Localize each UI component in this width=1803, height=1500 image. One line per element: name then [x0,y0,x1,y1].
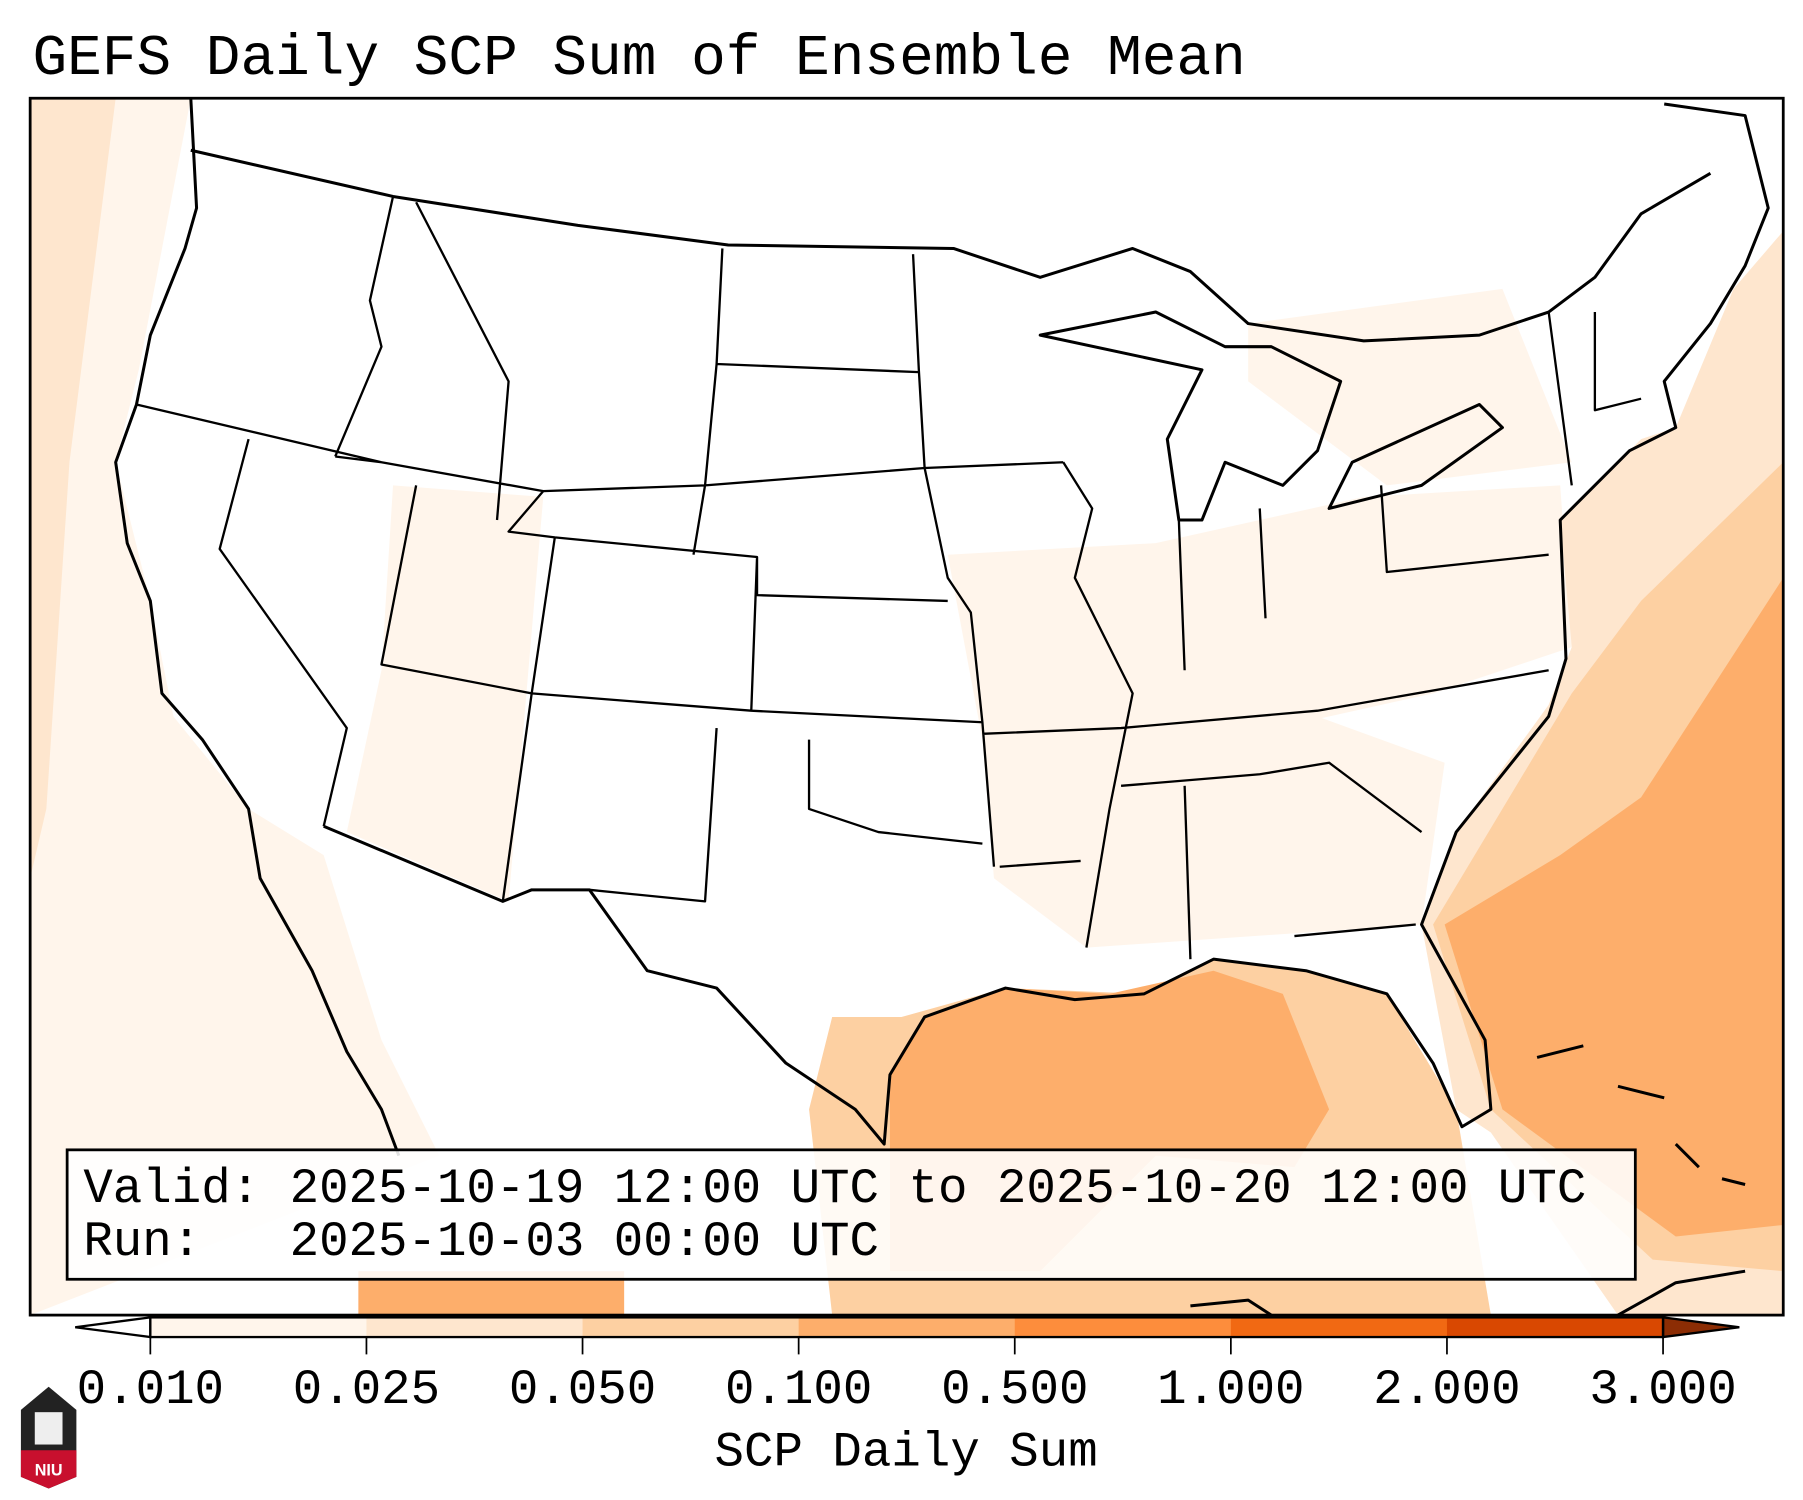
state-borders [136,196,1642,960]
map-panel [30,98,1784,1316]
niu-logo: NIU [20,1386,77,1489]
info-box: Valid: 2025-10-19 12:00 UTC to 2025-10-2… [65,1148,1637,1281]
figure-title: GEFS Daily SCP Sum of Ensemble Mean [32,27,1245,92]
colorbar-bin [798,1317,1016,1338]
colorbar-bin [366,1317,584,1338]
great-lakes [1038,310,1504,522]
colorbar-bin [1446,1317,1664,1338]
run-time-text: Run: 2025-10-03 00:00 UTC [83,1214,879,1270]
colorbar: 0.010 0.025 0.050 0.100 0.500 1.000 2.000 3.000… [75,1316,1740,1480]
southeast-shading [982,716,1445,948]
colorbar-tick-label: 2.000 [1373,1362,1520,1418]
pacific-shading-2 [30,98,116,879]
us-coastline [114,98,1770,1157]
colorbar-over-triangle [1661,1316,1740,1339]
colorbar-tick-label: 0.025 [293,1362,440,1418]
colorbar-tick-label: 0.100 [725,1362,872,1418]
logo-text: NIU [35,1462,63,1480]
pacific-mexico-shading [358,1271,625,1316]
midwest-shading [947,485,1572,740]
valid-time-text: Valid: 2025-10-19 12:00 UTC to 2025-10-2… [83,1161,1586,1217]
colorbar-bin [1014,1317,1232,1338]
colorbar-tick-label: 0.050 [509,1362,656,1418]
colorbar-tick-label: 0.500 [941,1362,1088,1418]
map-frame [28,96,1785,1317]
colorbar-tick-label: 3.000 [1589,1362,1736,1418]
colorbar-bin [1230,1317,1448,1338]
pacific-shading [30,98,440,1316]
colorbar-bin [150,1317,368,1338]
colorbar-tick-label: 0.010 [77,1362,224,1418]
colorbar-bin [582,1317,800,1338]
colorbar-label: SCP Daily Sum [715,1424,1098,1480]
canada-border [190,148,1712,343]
colorbar-under-triangle [75,1316,152,1339]
colorbar-tick-label: 1.000 [1157,1362,1304,1418]
atlantic-shading-3 [1444,577,1784,1237]
bahamas [1536,1044,1746,1186]
cuba [1190,1269,1746,1316]
